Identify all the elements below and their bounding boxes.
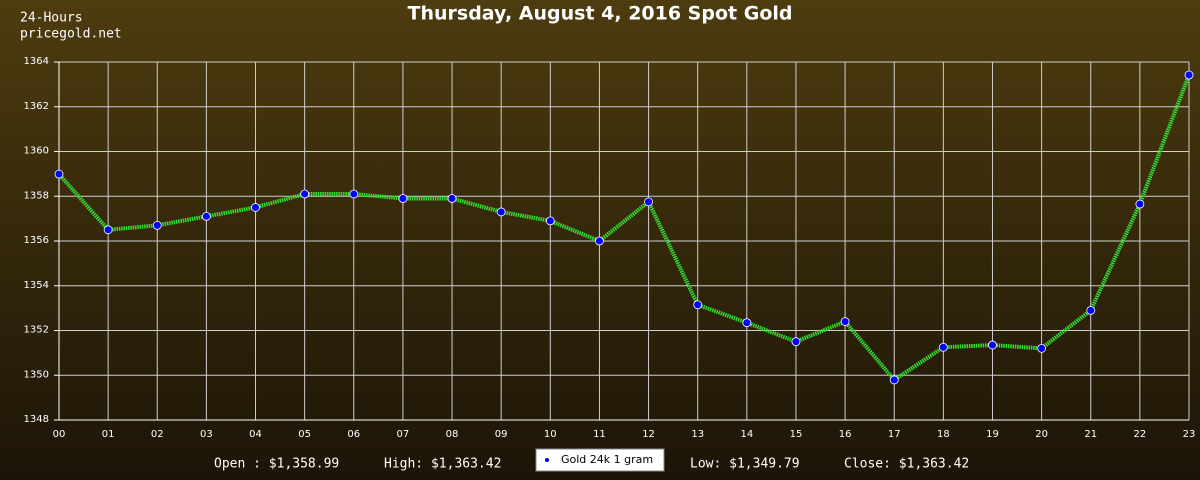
x-tick-label: 22 — [1134, 429, 1147, 440]
data-point — [545, 216, 555, 226]
stat-high: High: $1,363.42 — [384, 457, 501, 472]
data-point — [644, 197, 653, 207]
data-point — [938, 342, 948, 352]
y-tick-label: 1348 — [24, 414, 49, 425]
data-point — [1037, 343, 1047, 353]
data-point — [447, 194, 457, 203]
data-point — [398, 194, 408, 203]
y-tick-label: 1362 — [24, 101, 49, 112]
data-point — [496, 207, 506, 217]
y-tick-label: 1364 — [24, 56, 49, 67]
x-tick-label: 12 — [642, 429, 655, 440]
data-point — [349, 189, 359, 199]
data-point — [595, 236, 604, 246]
data-point — [693, 300, 703, 310]
y-tick-label: 1354 — [24, 280, 49, 291]
data-point — [152, 220, 162, 230]
x-tick-label: 00 — [53, 429, 66, 440]
x-tick-label: 01 — [102, 429, 115, 440]
series-line — [57, 74, 1191, 383]
data-point — [840, 317, 850, 326]
x-tick-label: 14 — [740, 429, 753, 440]
x-tick-label: 04 — [249, 429, 262, 440]
data-point — [1086, 305, 1096, 315]
data-point — [742, 318, 752, 328]
x-tick-label: 16 — [839, 429, 852, 440]
data-point — [791, 337, 801, 347]
chart-title: Thursday, August 4, 2016 Spot Gold — [408, 3, 793, 25]
x-tick-label: 08 — [446, 429, 459, 440]
y-tick-label: 1356 — [24, 235, 49, 246]
corner-text: 24-Hours — [20, 11, 83, 26]
data-point — [1184, 70, 1194, 80]
data-point — [103, 225, 113, 235]
x-tick-label: 13 — [691, 429, 704, 440]
data-point — [251, 203, 260, 212]
x-tick-label: 07 — [397, 429, 410, 440]
data-point — [1135, 199, 1145, 209]
x-tick-label: 03 — [200, 429, 213, 440]
stat-low: Low: $1,349.79 — [690, 457, 800, 472]
y-tick-label: 1352 — [24, 325, 49, 336]
data-point — [201, 211, 211, 221]
stat-open: Open : $1,358.99 — [214, 457, 339, 472]
corner-text: pricegold.net — [20, 27, 122, 42]
x-tick-label: 20 — [1035, 429, 1048, 440]
x-tick-label: 15 — [790, 429, 803, 440]
data-point — [889, 375, 899, 385]
y-tick-label: 1360 — [24, 146, 49, 157]
y-tick-label: 1358 — [24, 190, 49, 201]
x-tick-label: 19 — [986, 429, 999, 440]
x-tick-label: 21 — [1084, 429, 1097, 440]
x-tick-label: 11 — [593, 429, 606, 440]
legend-marker — [545, 458, 549, 462]
x-tick-label: 23 — [1183, 429, 1196, 440]
x-tick-label: 18 — [937, 429, 950, 440]
x-tick-label: 05 — [298, 429, 311, 440]
x-tick-label: 17 — [888, 429, 901, 440]
x-tick-label: 02 — [151, 429, 164, 440]
legend-box — [535, 448, 665, 472]
y-tick-label: 1350 — [24, 369, 49, 380]
data-point — [54, 169, 64, 179]
x-tick-label: 09 — [495, 429, 508, 440]
legend-label: Gold 24k 1 gram — [561, 453, 653, 466]
x-tick-label: 10 — [544, 429, 557, 440]
x-tick-label: 06 — [347, 429, 360, 440]
data-point — [988, 340, 997, 350]
data-point — [300, 189, 310, 199]
stat-close: Close: $1,363.42 — [844, 457, 969, 472]
